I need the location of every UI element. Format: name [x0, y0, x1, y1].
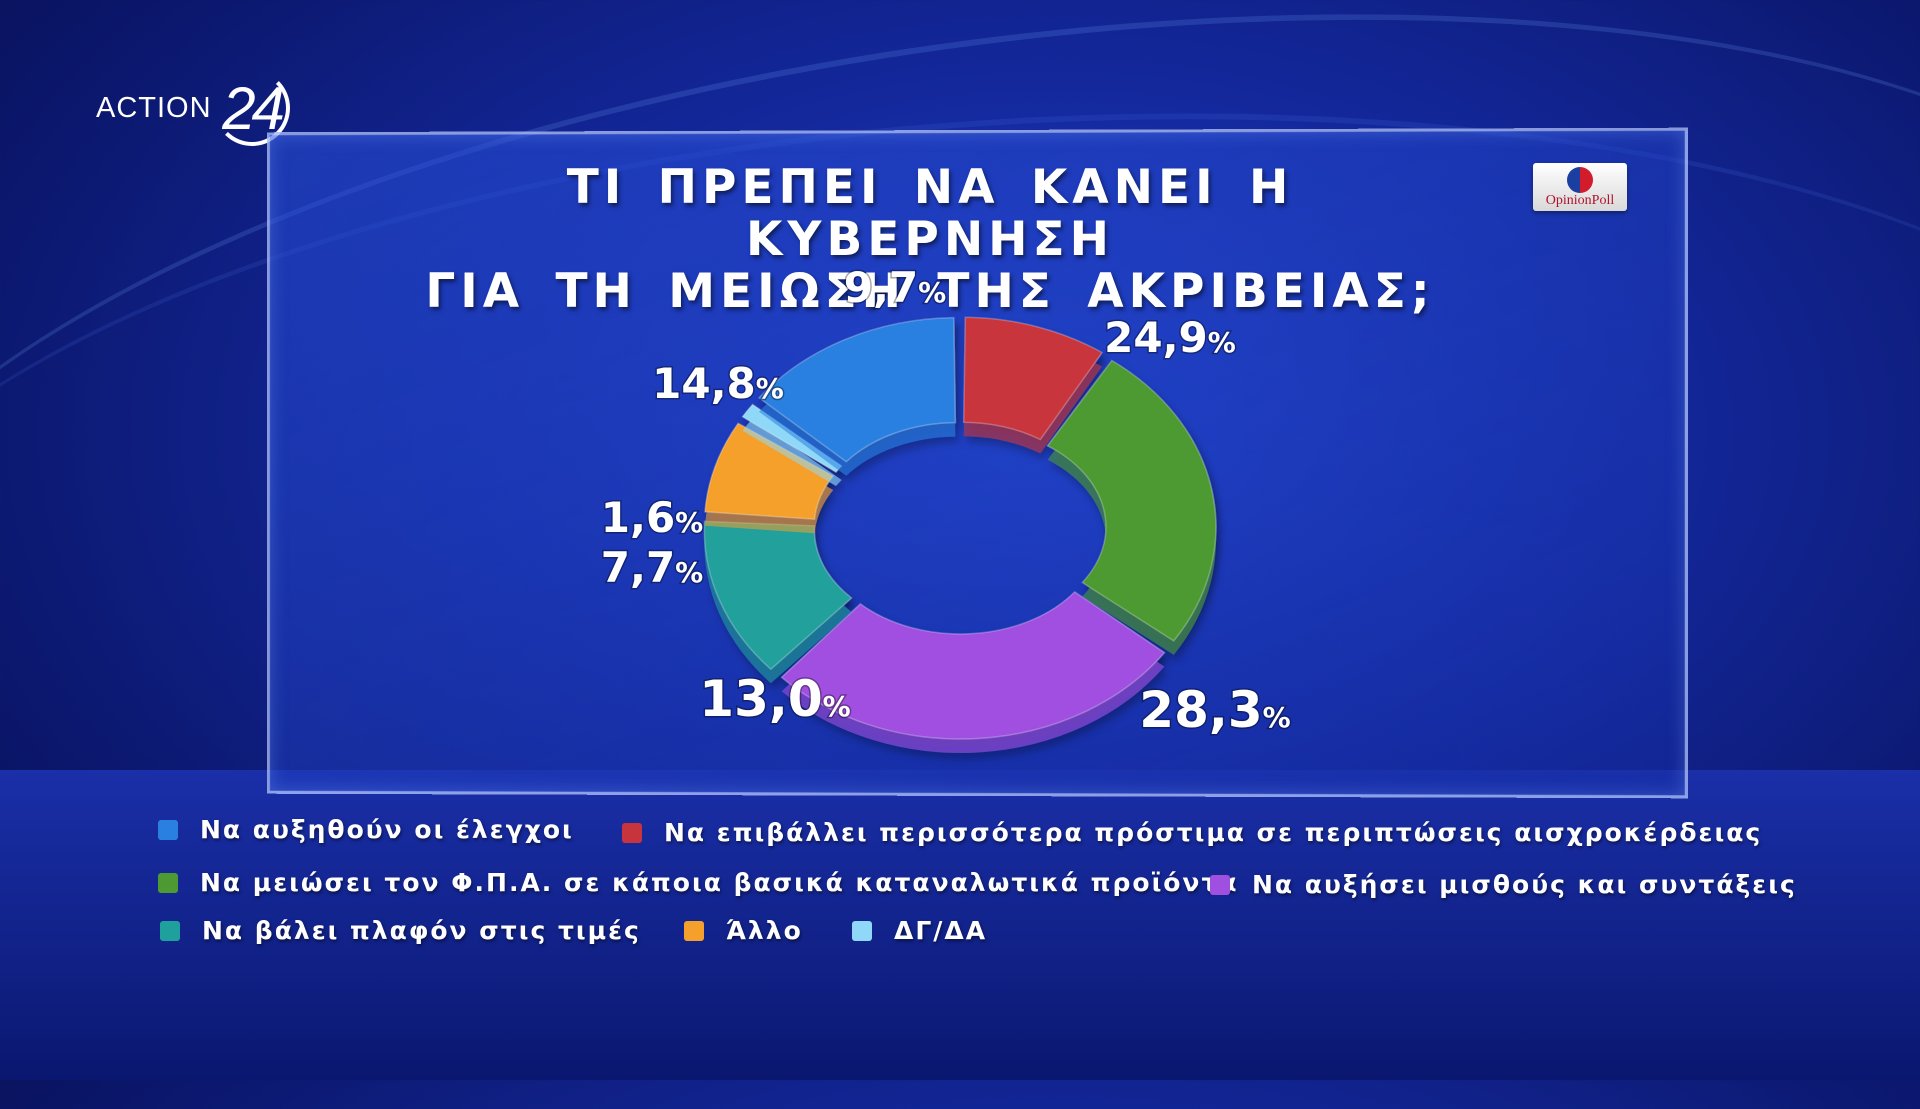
- legend-swatch: [1210, 875, 1230, 895]
- label-wages: 28,3%: [1139, 681, 1290, 739]
- legend-item-other: Άλλο: [684, 916, 803, 945]
- label-dk-na: 1,6%: [601, 493, 703, 542]
- legend-item-dk-na: ΔΓ/ΔΑ: [852, 916, 987, 945]
- legend-swatch: [158, 820, 178, 840]
- legend-label: Να αυξήσει μισθούς και συντάξεις: [1252, 870, 1797, 899]
- legend-label: Να επιβάλλει περισσότερα πρόστιμα σε περ…: [664, 818, 1762, 847]
- legend-item-price-cap: Να βάλει πλαφόν στις τιμές: [160, 916, 641, 945]
- legend-label: Να μειώσει τον Φ.Π.Α. σε κάποια βασικά κ…: [200, 868, 1239, 897]
- legend-label: Άλλο: [726, 916, 803, 945]
- legend-swatch: [622, 823, 642, 843]
- legend-label: Να αυξηθούν οι έλεγχοι: [200, 815, 574, 844]
- legend-item-fines: Να επιβάλλει περισσότερα πρόστιμα σε περ…: [622, 818, 1762, 847]
- label-fines: 9,7%: [844, 263, 946, 312]
- legend-swatch: [158, 873, 178, 893]
- legend-swatch: [852, 921, 872, 941]
- legend-swatch: [160, 921, 180, 941]
- label-checks: 14,8%: [652, 359, 784, 408]
- legend-swatch: [684, 921, 704, 941]
- legend-label: ΔΓ/ΔΑ: [894, 916, 987, 945]
- label-vat: 24,9%: [1104, 313, 1236, 362]
- legend-item-wages: Να αυξήσει μισθούς και συντάξεις: [1210, 870, 1797, 899]
- legend-item-checks: Να αυξηθούν οι έλεγχοι: [158, 815, 574, 844]
- legend-label: Να βάλει πλαφόν στις τιμές: [202, 916, 641, 945]
- label-other: 7,7%: [601, 543, 703, 592]
- legend-item-vat: Να μειώσει τον Φ.Π.Α. σε κάποια βασικά κ…: [158, 868, 1239, 897]
